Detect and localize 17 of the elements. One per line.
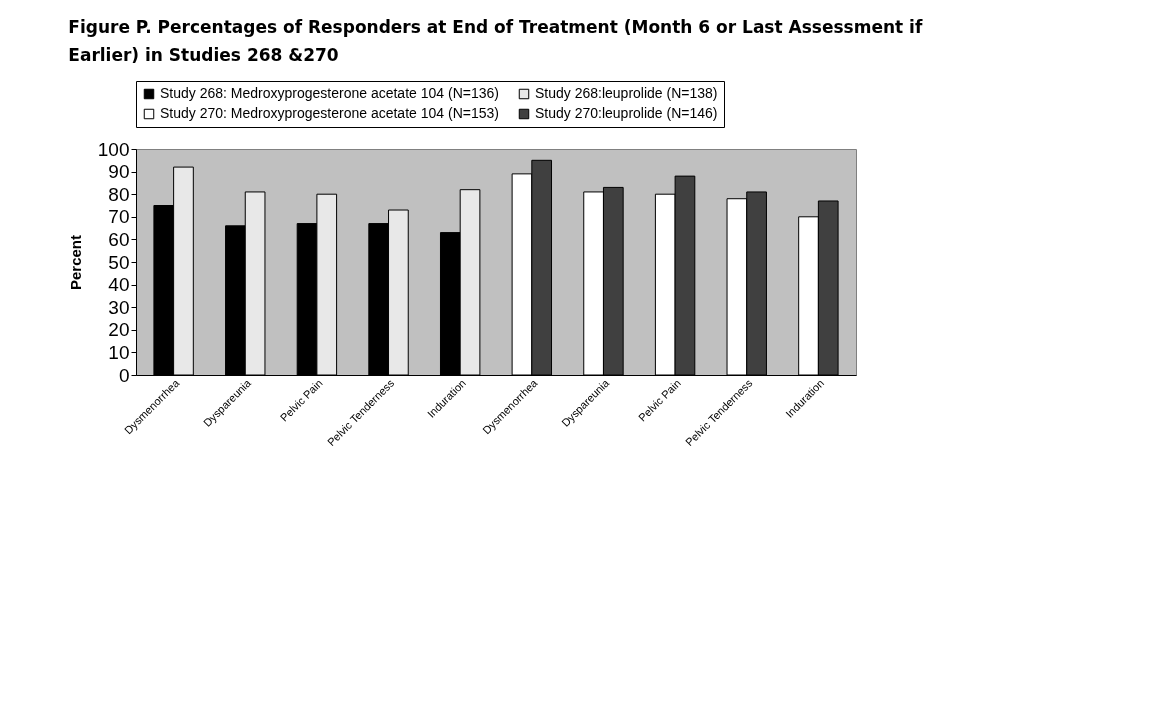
y-tick-label: 40 — [108, 274, 130, 296]
y-tick-label: 100 — [97, 138, 130, 160]
y-tick-label: 20 — [108, 319, 130, 341]
y-tick-label: 30 — [108, 296, 130, 318]
y-tick-label: 0 — [118, 364, 130, 386]
y-tick-label: 10 — [108, 341, 130, 363]
y-tick-label: 90 — [108, 161, 130, 183]
y-tick-label: 80 — [108, 183, 130, 205]
chart-title: Figure P. Percentages of Responders at End of Treatment (Month 6 or Last Assessment if Earlier) in Studies 268 &270 — [68, 16, 923, 65]
legend-label: Study 268:leuprolide (N=138) — [535, 85, 718, 101]
legend-label: Study 268: Medroxyprogesterone acetate 104 (N=136) — [160, 85, 499, 101]
y-axis-title: Percent — [66, 234, 84, 291]
y-tick-label: 50 — [108, 251, 130, 273]
legend-label: Study 270:leuprolide (N=146) — [535, 105, 718, 121]
y-tick-label: 60 — [108, 228, 130, 250]
y-tick-label: 70 — [108, 206, 130, 228]
legend-label: Study 270: Medroxyprogesterone acetate 104 (N=153) — [160, 105, 499, 121]
